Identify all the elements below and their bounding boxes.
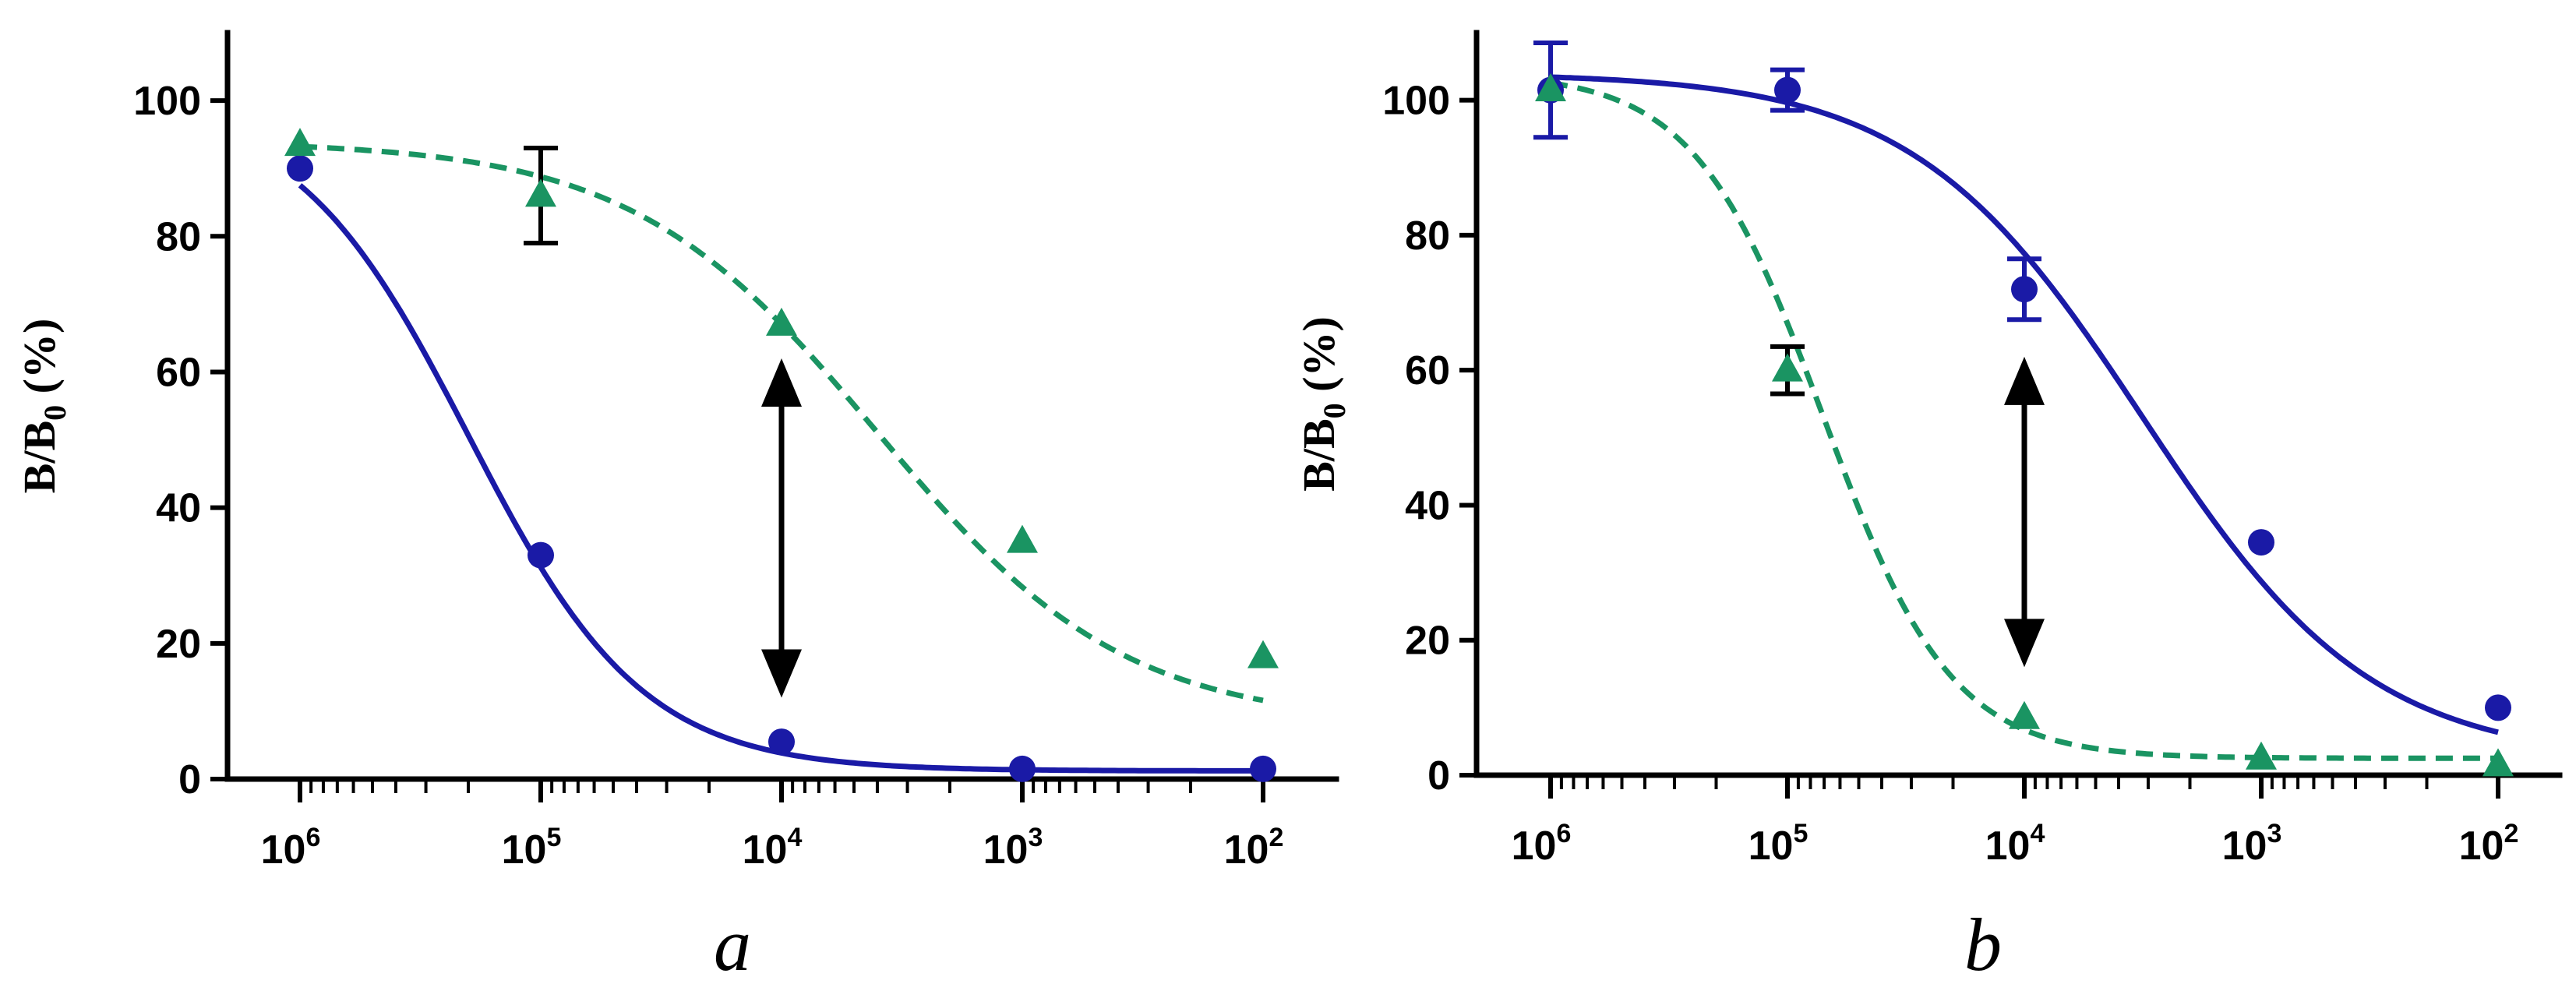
x-tick-base: 10 [1512,823,1557,869]
x-tick-base: 10 [2222,823,2267,869]
y-axis-label: B/B0 (%) [14,319,72,494]
panel-label: a [714,903,751,986]
y-axis-label-unit: (%) [1293,316,1344,403]
triangle-data-point [1007,524,1038,553]
y-tick-label: 0 [178,757,201,802]
y-axis-label-unit: (%) [14,319,65,405]
circle-data-point [2011,276,2038,303]
x-tick-exponent: 2 [2504,819,2518,848]
triangle-data-point [2246,741,2277,770]
arrow-head-down [761,649,802,698]
y-tick-label: 100 [133,79,201,124]
arrow-head-up [2004,356,2045,405]
y-tick-label: 0 [1427,753,1450,799]
circle-data-point [1250,755,1276,782]
x-tick-base: 10 [983,827,1029,873]
x-tick-base: 10 [261,827,306,873]
circle-data-point [2248,529,2274,556]
x-tick-label: 104 [1985,819,2045,869]
x-tick-exponent: 2 [1269,823,1283,852]
circle-data-point [1774,76,1801,104]
y-axis-label-main: B/B [1293,418,1344,492]
arrow-head-down [2004,619,2045,668]
y-tick-label: 40 [156,486,201,531]
circle-fit-line [1550,74,2499,735]
y-axis-label: B/B0 (%) [1293,316,1352,492]
x-tick-label: 104 [743,823,803,873]
y-tick-label: 20 [156,622,201,667]
x-tick-exponent: 3 [1028,823,1043,852]
x-tick-base: 10 [743,827,788,873]
x-tick-base: 10 [1985,823,2031,869]
x-tick-label: 103 [2222,819,2282,869]
triangle-data-point [2009,700,2040,729]
y-tick-label: 60 [156,350,201,395]
y-tick-label: 20 [1405,619,1450,664]
x-tick-label: 106 [1512,819,1572,869]
y-axis-label-main: B/B [14,421,65,494]
x-tick-label: 102 [1224,823,1284,873]
circle-data-point [2485,694,2511,721]
x-tick-exponent: 4 [787,823,802,852]
triangle-data-point [1772,353,1803,382]
x-tick-exponent: 3 [2267,819,2281,848]
triangle-data-point [1247,640,1279,668]
triangle-data-point [766,307,797,336]
triangle-data-point [1535,73,1566,102]
triangle-data-point [525,178,556,207]
x-tick-label: 105 [502,823,562,873]
y-tick-label: 80 [1405,213,1450,259]
y-tick-label: 40 [1405,483,1450,528]
x-tick-exponent: 6 [305,823,320,852]
triangle-data-point [284,128,316,157]
x-tick-base: 10 [1749,823,1794,869]
panel-label: b [1964,903,2002,986]
x-tick-label: 105 [1749,819,1808,869]
circle-data-point [287,155,313,182]
x-tick-exponent: 5 [1793,819,1808,848]
x-tick-base: 10 [2459,823,2504,869]
circle-data-point [528,541,554,569]
x-tick-label: 106 [261,823,321,873]
x-tick-exponent: 4 [2030,819,2045,848]
y-tick-label: 60 [1405,348,1450,393]
x-tick-exponent: 5 [546,823,561,852]
y-tick-label: 100 [1382,79,1450,124]
arrow-head-up [761,358,802,407]
x-tick-base: 10 [502,827,547,873]
triangle-fit-line [1550,80,2498,761]
circle-data-point [1009,755,1036,782]
triangle-data-point [2482,748,2514,777]
y-axis-label-sub: 0 [1317,403,1352,418]
y-axis-label-sub: 0 [37,405,72,421]
circle-data-point [768,728,795,756]
y-tick-label: 80 [156,214,201,259]
x-tick-label: 102 [2459,819,2519,869]
x-tick-label: 103 [983,823,1043,873]
x-tick-exponent: 6 [1556,819,1571,848]
x-tick-base: 10 [1224,827,1269,873]
